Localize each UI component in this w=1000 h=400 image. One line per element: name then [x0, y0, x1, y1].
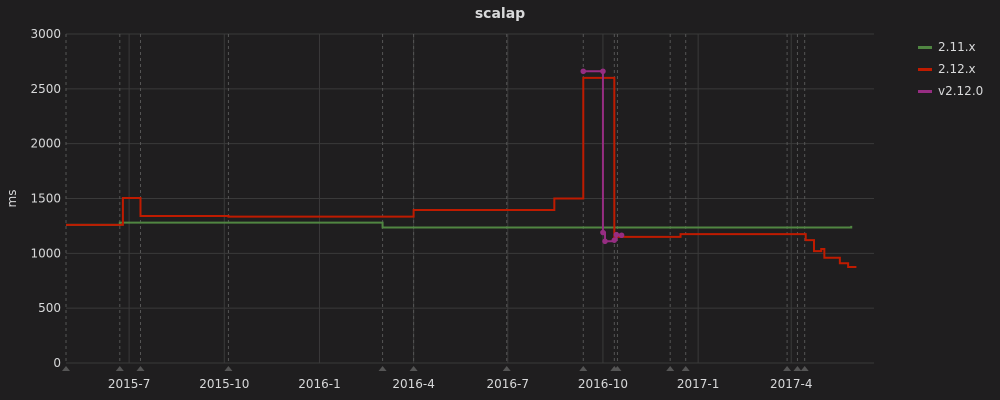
annotation-marker: [800, 366, 809, 371]
annotation-marker: [681, 366, 690, 371]
annotation-marker: [409, 366, 418, 371]
y-tick-label: 0: [53, 356, 61, 370]
legend-label: 2.12.x: [938, 62, 976, 76]
x-tick-label: 2016-10: [578, 377, 628, 391]
x-tick-label: 2015-7: [108, 377, 151, 391]
annotation-marker: [613, 366, 622, 371]
y-tick-label: 2000: [30, 137, 61, 151]
series-point: [618, 232, 625, 239]
series-point: [602, 238, 608, 245]
x-tick-label: 2016-1: [298, 377, 341, 391]
annotation-marker: [224, 366, 233, 371]
legend-item[interactable]: v2.12.0: [918, 80, 983, 102]
series-point: [611, 237, 618, 243]
series-line-1: [66, 76, 857, 269]
y-tick-label: 1500: [30, 192, 61, 206]
y-axis-label: ms: [5, 190, 19, 208]
chart-title: scalap: [474, 6, 526, 22]
x-tick-label: 2015-10: [199, 377, 249, 391]
annotation-marker: [793, 366, 802, 371]
annotation-marker: [666, 366, 675, 371]
annotation-marker: [783, 366, 792, 371]
series-point: [600, 68, 606, 75]
y-tick-label: 2500: [30, 82, 61, 96]
annotation-marker: [502, 366, 511, 371]
x-tick-label: 2017-4: [770, 377, 813, 391]
legend-swatch: [918, 45, 932, 49]
series-point: [580, 68, 587, 75]
x-tick-label: 2017-1: [677, 377, 720, 391]
y-tick-label: 1000: [30, 246, 61, 260]
y-tick-label: 3000: [30, 27, 61, 41]
legend-swatch: [918, 89, 932, 93]
annotation-marker: [136, 366, 145, 371]
legend-swatch: [918, 67, 932, 71]
series-line-0: [66, 221, 853, 229]
x-tick-label: 2016-4: [392, 377, 435, 391]
legend: 2.11.x 2.12.x v2.12.0: [918, 36, 983, 102]
annotation-marker: [579, 366, 588, 371]
annotation-marker: [378, 366, 387, 371]
legend-item[interactable]: 2.12.x: [918, 58, 983, 80]
y-tick-label: 500: [38, 301, 61, 315]
series-point: [600, 229, 606, 236]
legend-item[interactable]: 2.11.x: [918, 36, 983, 58]
x-tick-label: 2016-7: [487, 377, 530, 391]
annotation-marker: [115, 366, 124, 371]
annotation-marker: [62, 366, 70, 371]
series-point: [613, 231, 620, 238]
legend-label: 2.11.x: [938, 40, 976, 54]
legend-label: v2.12.0: [938, 84, 984, 98]
series-line-2: [583, 70, 623, 243]
